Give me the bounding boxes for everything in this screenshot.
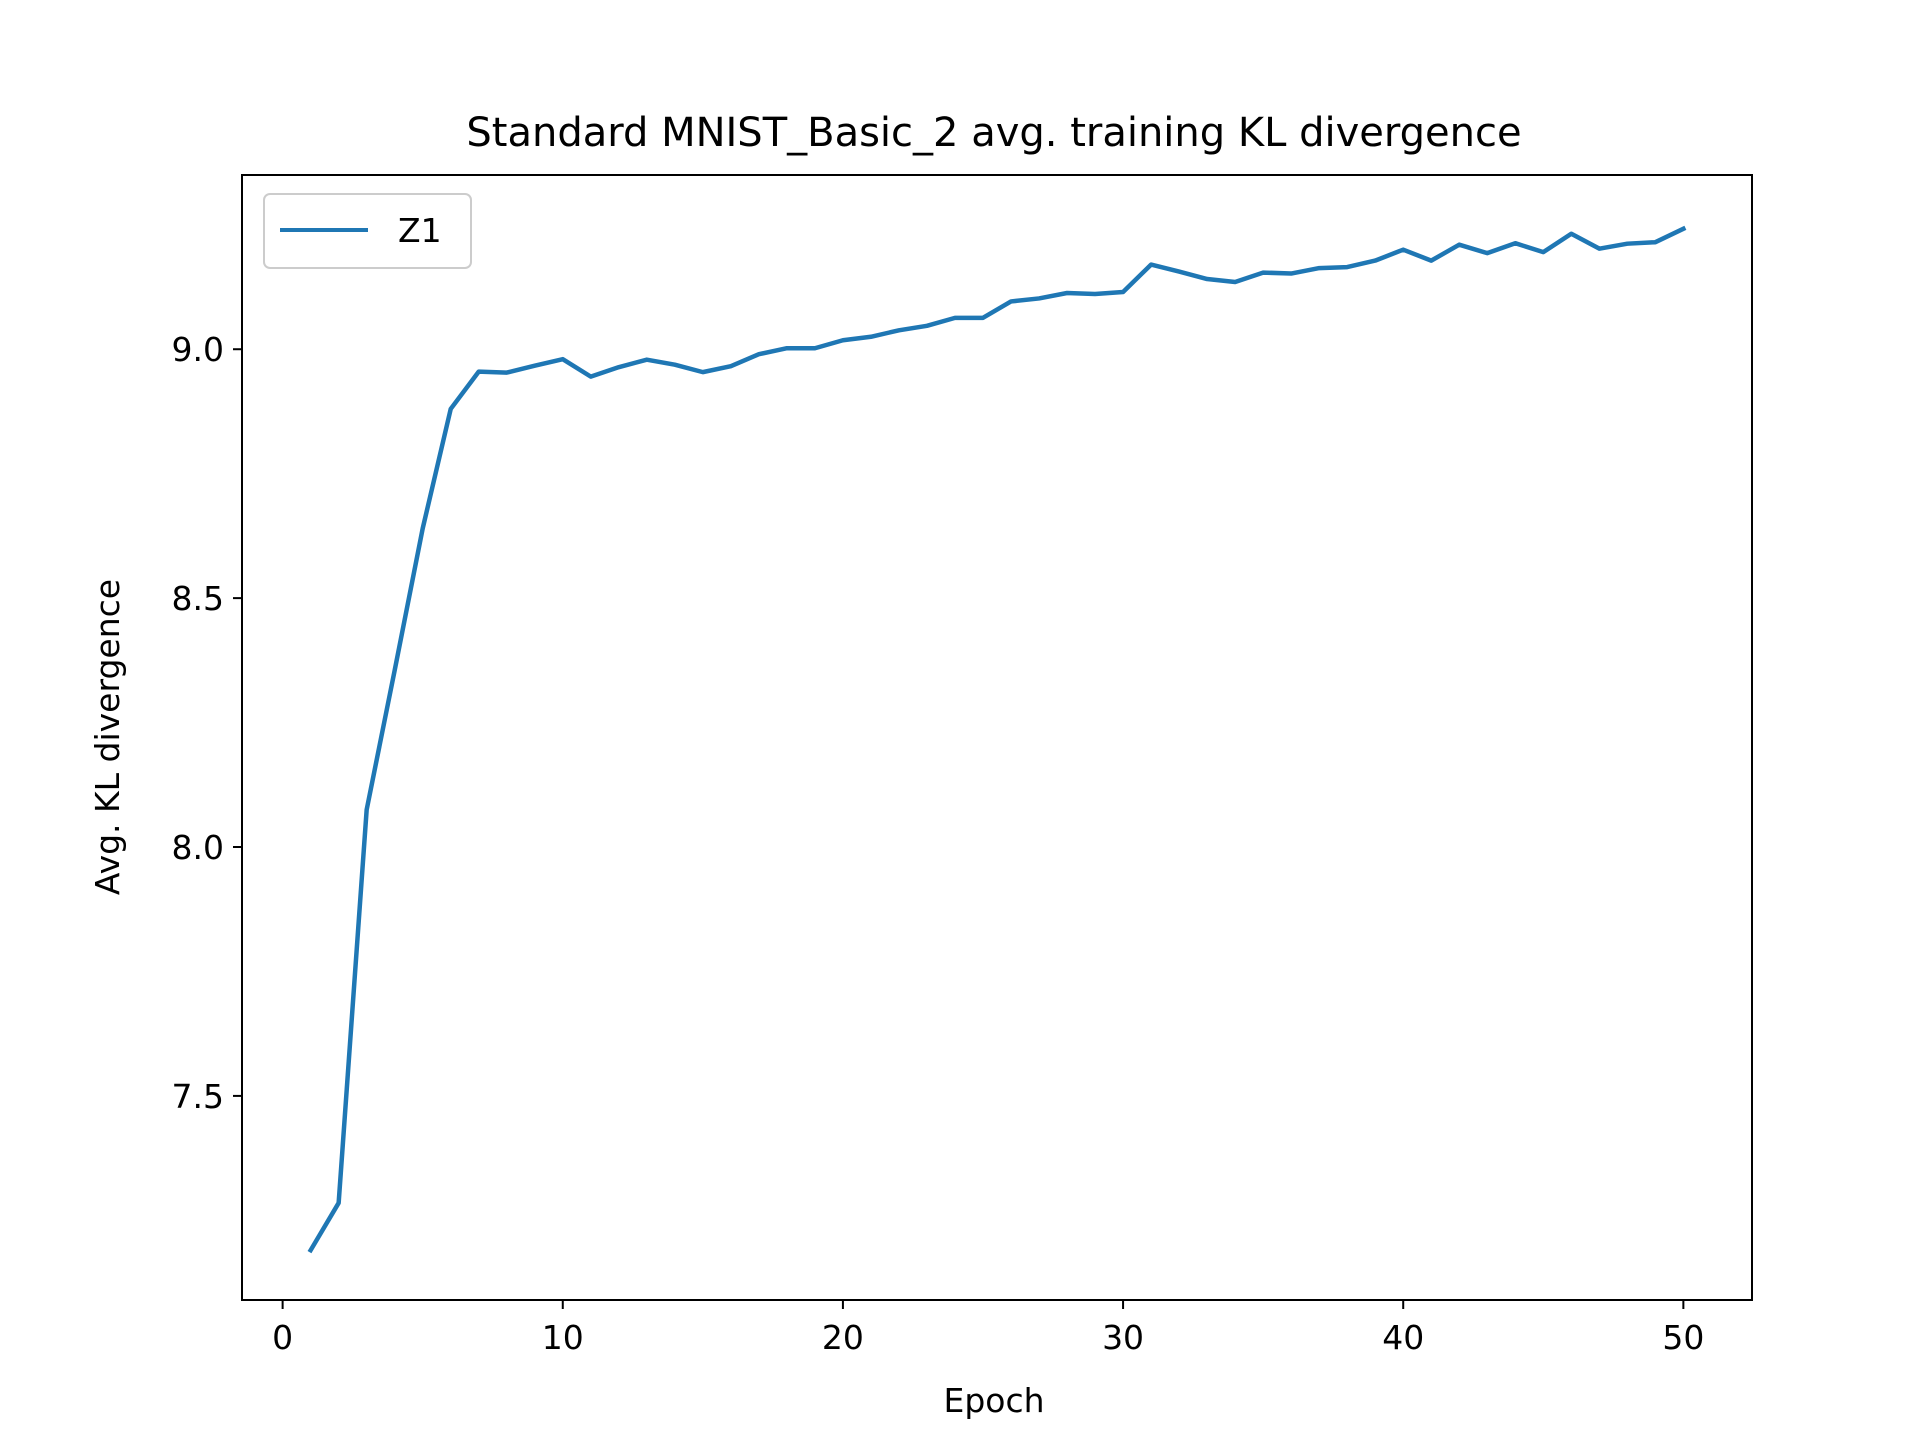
y-axis-label: Avg. KL divergence <box>88 579 127 895</box>
x-axis-ticks: 0 10 20 30 40 50 <box>272 1300 1704 1357</box>
legend-label-z1: Z1 <box>398 211 442 250</box>
x-tick-label: 50 <box>1662 1318 1704 1357</box>
x-tick-label: 0 <box>272 1318 293 1357</box>
y-tick-label: 8.5 <box>172 579 224 618</box>
series-line-z1 <box>307 225 1687 1254</box>
y-tick-label: 7.5 <box>172 1077 224 1116</box>
x-tick-label: 30 <box>1102 1318 1144 1357</box>
y-axis-ticks: 7.5 8.0 8.5 9.0 <box>172 330 242 1116</box>
legend: Z1 <box>263 193 472 269</box>
x-tick-label: 20 <box>822 1318 864 1357</box>
plot-area-frame <box>241 174 1753 1301</box>
x-tick-label: 40 <box>1382 1318 1424 1357</box>
y-tick-label: 9.0 <box>172 330 224 369</box>
chart-title: Standard MNIST_Basic_2 avg. training KL … <box>466 110 1521 156</box>
x-axis-label: Epoch <box>943 1381 1044 1420</box>
series-layer <box>307 225 1687 1254</box>
y-tick-label: 8.0 <box>172 828 224 867</box>
x-tick-label: 10 <box>542 1318 584 1357</box>
